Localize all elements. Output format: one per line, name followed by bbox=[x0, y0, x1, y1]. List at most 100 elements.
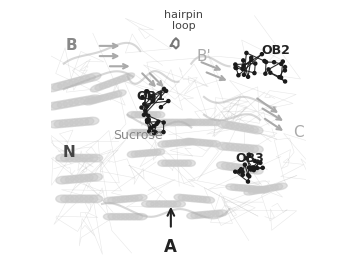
Ellipse shape bbox=[177, 119, 188, 126]
Ellipse shape bbox=[104, 214, 116, 220]
Ellipse shape bbox=[169, 201, 181, 207]
Ellipse shape bbox=[162, 119, 172, 126]
Ellipse shape bbox=[65, 195, 79, 203]
Circle shape bbox=[248, 175, 251, 178]
Ellipse shape bbox=[117, 196, 129, 203]
Circle shape bbox=[162, 121, 165, 124]
Ellipse shape bbox=[195, 139, 206, 146]
Ellipse shape bbox=[142, 201, 154, 207]
Ellipse shape bbox=[121, 196, 134, 202]
Ellipse shape bbox=[226, 122, 240, 130]
Circle shape bbox=[147, 118, 150, 121]
Ellipse shape bbox=[173, 201, 185, 207]
Ellipse shape bbox=[75, 195, 88, 203]
Ellipse shape bbox=[135, 195, 147, 201]
Ellipse shape bbox=[69, 98, 85, 106]
Ellipse shape bbox=[108, 197, 120, 203]
Ellipse shape bbox=[195, 212, 207, 218]
Text: A: A bbox=[165, 238, 177, 256]
Ellipse shape bbox=[126, 195, 138, 202]
Ellipse shape bbox=[240, 124, 253, 132]
Ellipse shape bbox=[245, 166, 258, 173]
Ellipse shape bbox=[221, 121, 235, 129]
Ellipse shape bbox=[57, 100, 73, 108]
Ellipse shape bbox=[121, 214, 134, 220]
Ellipse shape bbox=[257, 186, 270, 193]
Ellipse shape bbox=[131, 151, 142, 157]
Circle shape bbox=[234, 66, 237, 69]
Ellipse shape bbox=[65, 154, 79, 162]
Ellipse shape bbox=[135, 150, 146, 157]
Ellipse shape bbox=[80, 195, 93, 203]
Ellipse shape bbox=[52, 101, 67, 109]
Circle shape bbox=[246, 180, 250, 183]
Ellipse shape bbox=[183, 119, 194, 126]
Ellipse shape bbox=[49, 120, 63, 128]
Ellipse shape bbox=[150, 111, 161, 118]
Circle shape bbox=[260, 53, 263, 56]
Ellipse shape bbox=[61, 154, 74, 162]
Circle shape bbox=[241, 171, 244, 173]
Ellipse shape bbox=[150, 130, 161, 136]
Ellipse shape bbox=[191, 196, 202, 202]
Ellipse shape bbox=[56, 195, 69, 203]
Ellipse shape bbox=[70, 154, 84, 162]
Circle shape bbox=[150, 126, 152, 129]
Ellipse shape bbox=[236, 164, 249, 172]
Ellipse shape bbox=[56, 154, 69, 162]
Circle shape bbox=[242, 73, 246, 76]
Ellipse shape bbox=[250, 126, 263, 134]
Circle shape bbox=[162, 87, 166, 90]
Ellipse shape bbox=[151, 201, 163, 207]
Ellipse shape bbox=[248, 186, 261, 192]
Circle shape bbox=[283, 80, 287, 83]
Circle shape bbox=[152, 132, 156, 135]
Ellipse shape bbox=[275, 183, 287, 190]
Ellipse shape bbox=[84, 98, 96, 105]
Ellipse shape bbox=[75, 118, 89, 126]
Ellipse shape bbox=[187, 212, 198, 219]
Ellipse shape bbox=[69, 77, 84, 86]
Ellipse shape bbox=[166, 160, 176, 166]
Ellipse shape bbox=[206, 140, 217, 147]
Circle shape bbox=[272, 61, 276, 64]
Ellipse shape bbox=[195, 119, 206, 126]
Ellipse shape bbox=[191, 119, 202, 126]
Circle shape bbox=[162, 131, 165, 134]
Circle shape bbox=[263, 60, 266, 62]
Ellipse shape bbox=[244, 188, 256, 195]
Circle shape bbox=[249, 168, 252, 171]
Circle shape bbox=[152, 99, 155, 102]
Circle shape bbox=[160, 106, 162, 109]
Ellipse shape bbox=[146, 201, 159, 207]
Ellipse shape bbox=[89, 173, 102, 181]
Ellipse shape bbox=[92, 96, 105, 103]
Ellipse shape bbox=[122, 73, 135, 80]
Ellipse shape bbox=[185, 139, 195, 145]
Ellipse shape bbox=[245, 145, 258, 152]
Ellipse shape bbox=[142, 111, 153, 118]
Ellipse shape bbox=[112, 214, 125, 220]
Ellipse shape bbox=[250, 166, 263, 174]
Ellipse shape bbox=[114, 90, 126, 97]
Ellipse shape bbox=[239, 185, 252, 191]
Ellipse shape bbox=[217, 120, 230, 128]
Circle shape bbox=[256, 160, 259, 163]
Ellipse shape bbox=[46, 102, 62, 110]
Circle shape bbox=[278, 76, 281, 79]
Ellipse shape bbox=[65, 175, 79, 183]
Ellipse shape bbox=[57, 80, 73, 89]
Ellipse shape bbox=[257, 187, 270, 193]
Ellipse shape bbox=[240, 144, 254, 152]
Ellipse shape bbox=[46, 83, 62, 92]
Ellipse shape bbox=[236, 124, 249, 131]
Circle shape bbox=[149, 95, 152, 98]
Ellipse shape bbox=[270, 184, 283, 190]
Ellipse shape bbox=[169, 140, 180, 146]
Text: C: C bbox=[293, 125, 304, 140]
Ellipse shape bbox=[203, 197, 215, 203]
Circle shape bbox=[247, 166, 251, 169]
Ellipse shape bbox=[236, 144, 249, 152]
Circle shape bbox=[141, 96, 144, 99]
Ellipse shape bbox=[61, 176, 74, 184]
